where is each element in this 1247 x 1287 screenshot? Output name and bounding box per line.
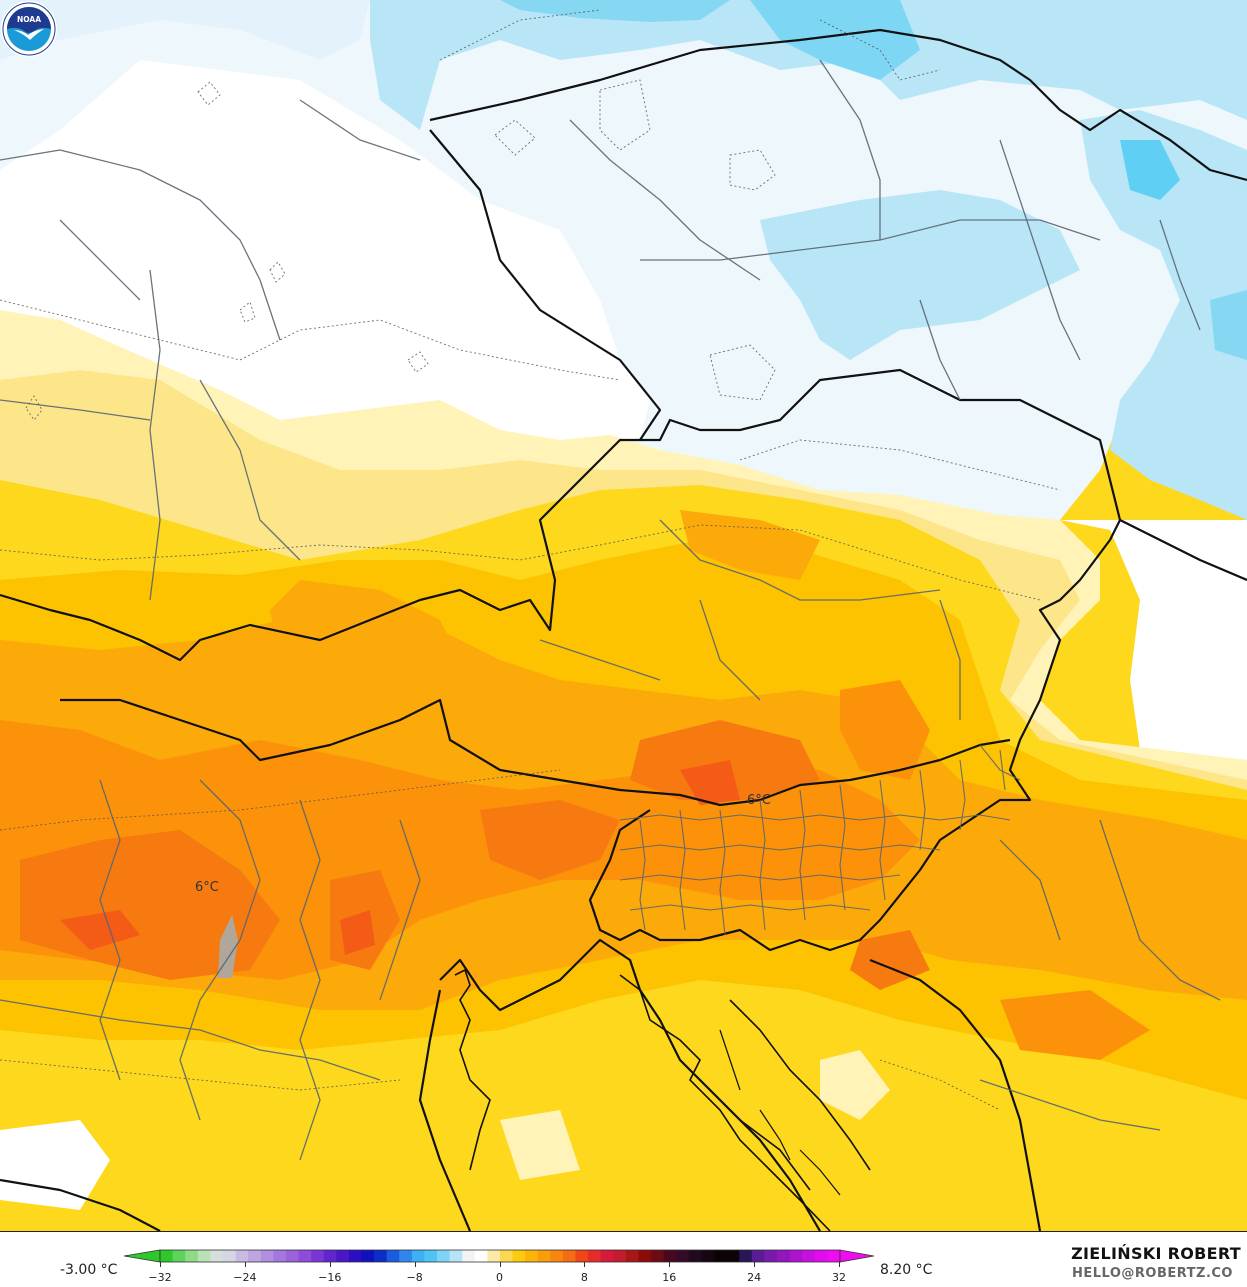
noaa-logo-text: NOAA: [17, 15, 41, 24]
colorbar-tick-mark: [754, 1262, 756, 1267]
colorbar-tick-label: −16: [318, 1271, 342, 1284]
author-email: HELLO@ROBERTZ.CO: [1071, 1266, 1233, 1281]
noaa-logo-icon: NOAA: [1, 1, 57, 57]
colorbar-min-label: -3.00 °C: [60, 1262, 118, 1278]
colorbar-tick-label: 24: [747, 1271, 762, 1284]
colorbar-max-label: 8.20 °C: [880, 1262, 933, 1278]
colorbar-tick-label: 32: [832, 1271, 846, 1284]
colorbar-tick-mark: [160, 1262, 161, 1267]
colorbar-tick-label: 0: [496, 1271, 503, 1284]
temperature-map: 6°C 6°C NOAA: [0, 0, 1247, 1232]
colorbar-tick-mark: [839, 1262, 840, 1267]
colorbar-tick-mark: [584, 1262, 586, 1267]
colorbar-tick-mark: [499, 1262, 501, 1267]
colorbar-tick-label: −8: [406, 1271, 423, 1284]
colorbar: −32 −24 −16 −8 0 8 16 24 32: [123, 1248, 875, 1284]
colorbar-tick-mark: [414, 1262, 416, 1267]
colorbar-gradient: [123, 1249, 875, 1263]
temperature-label: 6°C: [747, 793, 771, 808]
temperature-label: 6°C: [195, 880, 219, 895]
colorbar-tick-mark: [244, 1262, 246, 1267]
colorbar-tick-mark: [329, 1262, 331, 1267]
colorbar-tick-label: −24: [233, 1271, 257, 1284]
colorbar-tick-label: 16: [662, 1271, 677, 1284]
colorbar-tick-mark: [669, 1262, 671, 1267]
colorbar-ticks: −32 −24 −16 −8 0 8 16 24 32: [124, 1262, 874, 1284]
map-canvas: [0, 0, 1247, 1231]
colorbar-tick-label: 8: [580, 1271, 588, 1284]
colorbar-tick-label: −32: [148, 1271, 172, 1284]
author-name: ZIELIŃSKI ROBERT: [1071, 1244, 1241, 1263]
